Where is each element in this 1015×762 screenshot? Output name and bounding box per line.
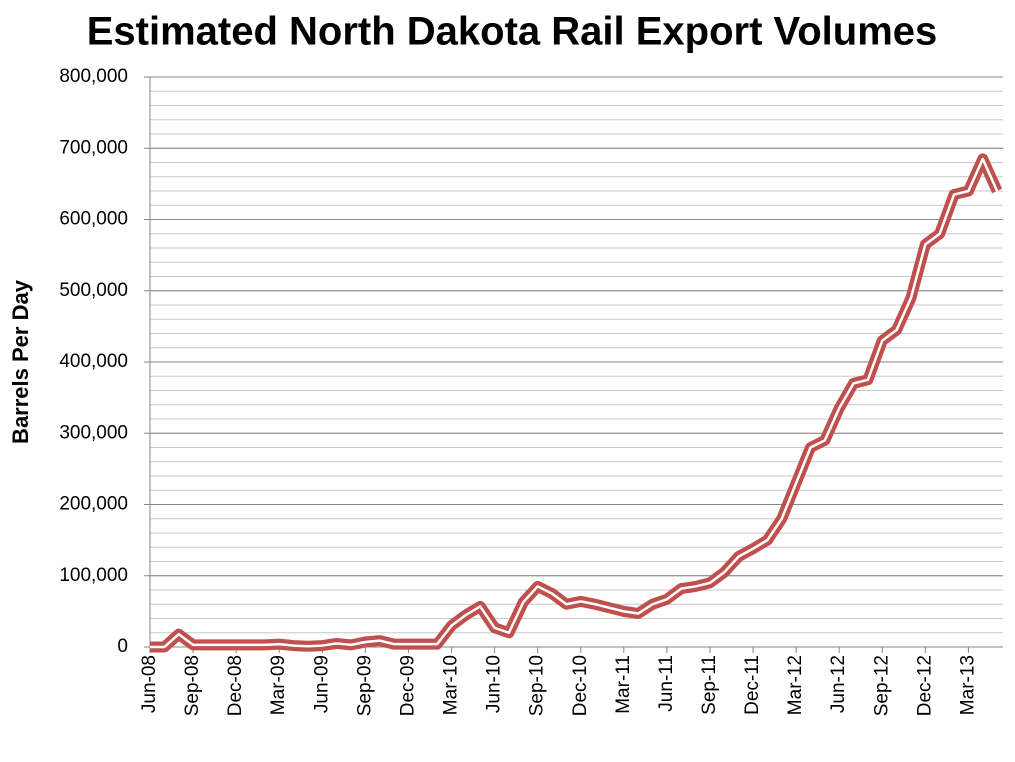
x-tick-label: Sep-08 [182, 655, 203, 716]
y-tick-label: 400,000 [59, 351, 128, 372]
x-tick-label: Dec-10 [570, 655, 591, 716]
x-tick-label: Mar-10 [441, 655, 462, 715]
y-tick-label: 600,000 [59, 209, 128, 230]
x-tick-label: Jun-08 [139, 655, 160, 713]
x-tick-label: Dec-12 [914, 655, 935, 716]
x-tick-label: Jun-10 [484, 655, 505, 713]
x-tick-label: Dec-11 [742, 655, 763, 715]
series-line-inner [150, 157, 999, 649]
x-tick-label: Mar-13 [957, 655, 978, 715]
y-tick-label: 500,000 [59, 280, 128, 301]
y-tick-label: 200,000 [59, 494, 128, 515]
x-tick-label: Sep-12 [871, 655, 892, 716]
y-axis-label: Barrels Per Day [8, 279, 33, 444]
x-tick-label: Mar-11 [613, 655, 634, 714]
x-tick-label: Sep-09 [354, 655, 375, 716]
x-tick-label: Mar-09 [268, 655, 289, 715]
series-line [150, 153, 1003, 653]
x-tick-label: Jun-09 [311, 655, 332, 713]
y-tick-label: 700,000 [59, 137, 128, 158]
x-tick-label: Dec-09 [397, 655, 418, 716]
chart-title: Estimated North Dakota Rail Export Volum… [87, 10, 938, 54]
x-tick-label: Jun-11 [656, 655, 677, 712]
x-tick-label: Mar-12 [785, 655, 806, 715]
y-tick-label: 100,000 [59, 565, 128, 586]
y-tick-label: 800,000 [59, 66, 128, 87]
x-tick-label: Dec-08 [225, 655, 246, 716]
x-tick-label: Sep-11 [699, 655, 720, 715]
y-tick-label: 0 [117, 636, 128, 657]
y-tick-label: 300,000 [59, 422, 128, 443]
x-tick-label: Sep-10 [527, 655, 548, 716]
x-tick-label: Jun-12 [828, 655, 849, 713]
